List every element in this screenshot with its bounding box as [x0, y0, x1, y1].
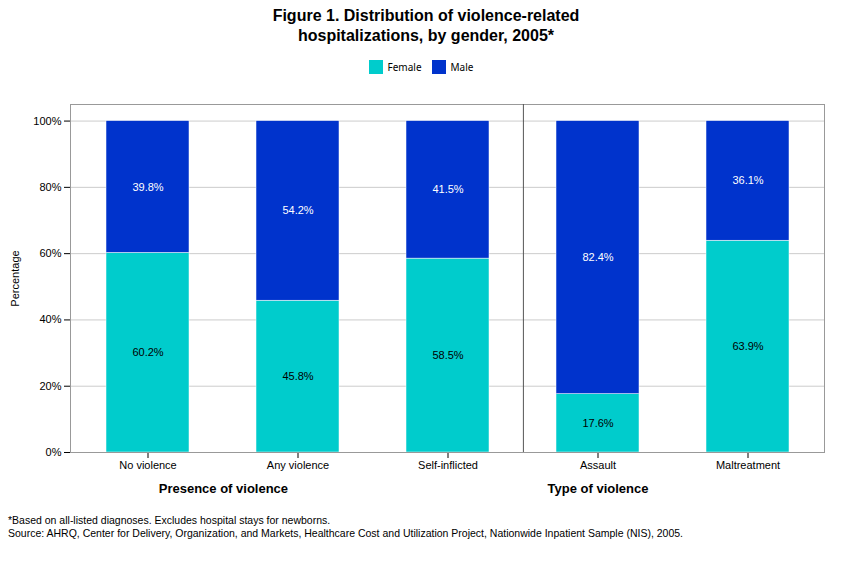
svg-text:82.4%: 82.4% — [582, 251, 613, 263]
svg-text:No violence: No violence — [119, 459, 176, 471]
html-text:Figure 1. Distribution of viol: Figure 1. Distribution of violence-relat… — [272, 7, 580, 44]
svg-text:Type of violence: Type of violence — [548, 481, 649, 496]
svg-text:0%: 0% — [46, 446, 62, 458]
svg-text:36.1%: 36.1% — [732, 174, 763, 186]
svg-text:80%: 80% — [39, 181, 61, 193]
svg-text:Maltreatment: Maltreatment — [716, 459, 780, 471]
svg-text:63.9%: 63.9% — [732, 340, 763, 352]
svg-text:58.5%: 58.5% — [432, 349, 463, 361]
svg-text:40%: 40% — [39, 313, 61, 325]
svg-text:60%: 60% — [39, 247, 61, 259]
svg-text:Self-inflicted: Self-inflicted — [418, 459, 478, 471]
svg-text:45.8%: 45.8% — [282, 370, 313, 382]
svg-text:Presence of violence: Presence of violence — [159, 481, 288, 496]
svg-text:Assault: Assault — [580, 459, 616, 471]
html-text:Source: AHRQ, Center for Deliv: Source: AHRQ, Center for Delivery, Organ… — [8, 527, 683, 539]
svg-text:Percentage: Percentage — [9, 250, 21, 306]
svg-text:Any violence: Any violence — [267, 459, 329, 471]
svg-text:17.6%: 17.6% — [582, 417, 613, 429]
html-text:Female: Female — [387, 59, 422, 74]
html-text:*Based on all-listed diagnoses: *Based on all-listed diagnoses. Excludes… — [8, 514, 331, 526]
html-text:Male: Male — [450, 59, 474, 74]
svg-text:41.5%: 41.5% — [432, 183, 463, 195]
svg-text:100%: 100% — [33, 115, 61, 127]
svg-text:39.8%: 39.8% — [132, 181, 163, 193]
svg-text:54.2%: 54.2% — [282, 204, 313, 216]
svg-text:20%: 20% — [39, 380, 61, 392]
svg-text:60.2%: 60.2% — [132, 346, 163, 358]
